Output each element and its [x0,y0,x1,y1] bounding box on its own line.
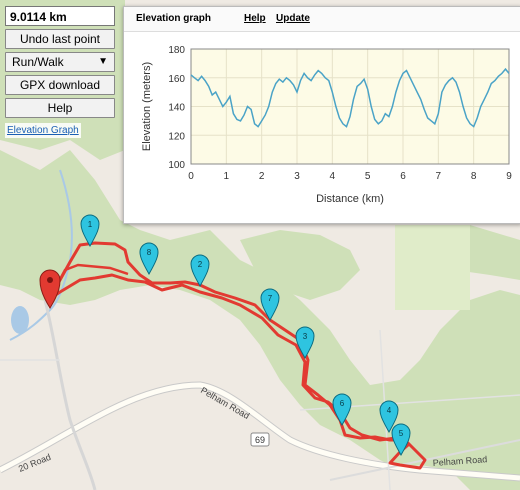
elevation-help-link[interactable]: Help [244,13,266,24]
mode-select-value: Run/Walk [12,55,64,69]
control-panel: 9.0114 km Undo last point Run/Walk ▼ GPX… [5,6,117,138]
waypoint-label: 1 [88,220,93,229]
waypoint-marker-8[interactable]: 8 [139,242,159,276]
waypoint-marker-1[interactable]: 1 [80,214,100,248]
elevation-graph-window: Elevation graph Help Update 0 1 2 3 4 5 6 7 8 9 10… [123,6,520,224]
waypoint-label: 3 [303,332,308,341]
marker-pin-icon [190,254,210,288]
waypoint-marker-5[interactable]: 5 [391,423,411,457]
elevation-graph-title: Elevation graph [136,13,212,24]
waypoint-label: 7 [268,294,273,303]
x-tick-label: 3 [294,171,300,182]
route-shield: 69 [250,432,270,447]
chevron-down-icon: ▼ [98,56,108,67]
x-tick-label: 5 [365,171,371,182]
marker-pin-icon [332,393,352,427]
x-tick-label: 1 [224,171,230,182]
river [9,169,73,341]
waypoint-marker-7[interactable]: 7 [260,288,280,322]
x-tick-label: 2 [259,171,265,182]
waypoints[interactable]: 1 2 3 4 5 6 7 8 [80,214,411,457]
undo-button[interactable]: Undo last point [5,29,115,49]
y-tick-label: 160 [168,74,185,85]
waypoint-marker-4[interactable]: 4 [379,400,399,434]
waypoint-marker-6[interactable]: 6 [332,393,352,427]
waypoint-marker-2[interactable]: 2 [190,254,210,288]
waypoint-marker-3[interactable]: 3 [295,326,315,360]
mode-select[interactable]: Run/Walk ▼ [5,52,115,72]
waypoint-label: 8 [147,248,152,257]
waypoint-label: 4 [387,406,392,415]
y-tick-label: 180 [168,45,185,56]
marker-pin-icon [139,242,159,276]
marker-pin-icon [80,214,100,248]
waypoint-label: 5 [399,429,404,438]
y-tick-label: 100 [168,160,185,171]
plot-border [190,48,510,165]
marker-pin-icon [295,326,315,360]
help-button[interactable]: Help [5,98,115,118]
y-axis-label: Elevation (meters) [141,62,153,151]
elevation-chart: 0 1 2 3 4 5 6 7 8 9 100 120 140 160 180 Distance (km) El… [141,45,512,205]
pond [11,306,29,334]
y-tick-label: 120 [168,131,185,142]
road-label-pelham-east: Pelham Road [432,454,487,468]
x-tick-label: 0 [188,171,194,182]
elevation-update-link[interactable]: Update [276,13,310,24]
x-tick-label: 7 [436,171,442,182]
start-marker[interactable] [39,269,61,309]
marker-pin-icon [260,288,280,322]
marker-pin-icon [391,423,411,457]
x-axis-label: Distance (km) [316,193,384,205]
elevation-graph-header: Elevation graph Help Update [124,7,520,32]
x-tick-label: 6 [400,171,406,182]
gpx-download-button[interactable]: GPX download [5,75,115,95]
elevation-graph-link[interactable]: Elevation Graph [5,123,81,138]
waypoint-label: 6 [340,399,345,408]
distance-display: 9.0114 km [5,6,115,26]
svg-text:69: 69 [255,435,265,445]
marker-pin-icon [379,400,399,434]
x-tick-label: 4 [330,171,336,182]
x-tick-label: 8 [471,171,477,182]
elevation-series-line [190,67,510,128]
waypoint-label: 2 [198,260,203,269]
x-tick-label: 9 [506,171,512,182]
route-path [46,241,427,470]
y-tick-label: 140 [168,103,185,114]
